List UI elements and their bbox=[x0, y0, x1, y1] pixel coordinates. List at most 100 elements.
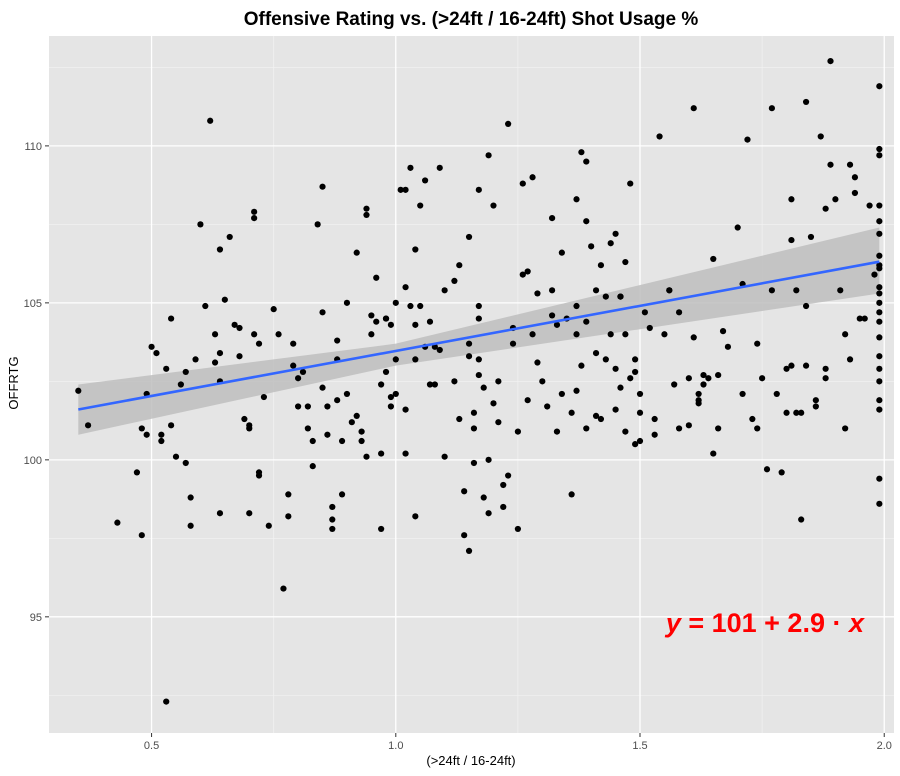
data-point bbox=[622, 258, 629, 266]
data-point bbox=[544, 403, 551, 410]
data-point bbox=[465, 353, 473, 360]
data-point bbox=[876, 262, 883, 269]
data-point bbox=[837, 287, 844, 294]
data-point bbox=[534, 359, 541, 366]
data-point bbox=[876, 475, 883, 482]
data-point bbox=[378, 525, 385, 533]
major-gridlines bbox=[49, 36, 894, 733]
data-point bbox=[627, 180, 634, 187]
data-point bbox=[641, 309, 648, 316]
data-point bbox=[309, 437, 316, 445]
data-point bbox=[392, 299, 399, 306]
data-point bbox=[612, 365, 619, 372]
data-point bbox=[876, 318, 883, 325]
data-point bbox=[548, 312, 556, 319]
data-point bbox=[583, 425, 590, 432]
data-point bbox=[216, 350, 224, 357]
data-point bbox=[754, 425, 761, 432]
data-point bbox=[675, 309, 683, 316]
data-point bbox=[75, 387, 82, 394]
data-point bbox=[133, 469, 141, 476]
x-tick-label: 0.5 bbox=[144, 740, 159, 752]
data-point bbox=[251, 214, 258, 222]
data-point bbox=[705, 375, 712, 382]
data-point bbox=[553, 321, 561, 328]
data-point bbox=[695, 390, 702, 398]
regression-equation: y = 101 + 2.9 · x bbox=[664, 608, 865, 638]
data-point bbox=[353, 412, 360, 419]
data-point bbox=[285, 491, 292, 498]
data-point bbox=[456, 415, 463, 423]
data-point bbox=[514, 525, 522, 533]
data-point bbox=[573, 196, 580, 203]
data-point bbox=[158, 431, 165, 438]
data-point bbox=[373, 318, 380, 325]
data-point bbox=[636, 390, 644, 398]
data-point bbox=[802, 302, 810, 310]
data-point bbox=[802, 362, 810, 369]
data-point bbox=[715, 371, 722, 379]
data-point bbox=[319, 384, 326, 391]
data-point bbox=[368, 312, 375, 319]
data-point bbox=[597, 262, 605, 269]
data-point bbox=[602, 293, 609, 300]
y-axis-ticks: 95 100 105 110 bbox=[24, 141, 49, 624]
data-point bbox=[153, 350, 160, 357]
data-point bbox=[368, 331, 375, 338]
data-point bbox=[441, 453, 448, 460]
data-point bbox=[84, 422, 92, 429]
data-point bbox=[490, 400, 497, 407]
data-point bbox=[480, 494, 487, 501]
data-point bbox=[343, 390, 351, 398]
data-point bbox=[431, 381, 438, 388]
data-point bbox=[192, 356, 199, 363]
data-point bbox=[387, 403, 395, 410]
data-point bbox=[334, 397, 341, 404]
data-point bbox=[412, 513, 419, 520]
data-point bbox=[876, 202, 883, 209]
data-point bbox=[338, 437, 346, 445]
data-point bbox=[114, 519, 121, 526]
data-point bbox=[168, 315, 175, 322]
data-point bbox=[309, 463, 316, 470]
data-point bbox=[636, 437, 644, 445]
data-point bbox=[646, 324, 653, 332]
data-point bbox=[172, 453, 180, 460]
data-point bbox=[407, 302, 414, 310]
data-point bbox=[343, 299, 351, 306]
data-point bbox=[319, 309, 326, 316]
data-point bbox=[138, 425, 145, 432]
data-point bbox=[378, 450, 385, 457]
data-point bbox=[807, 233, 815, 241]
data-point bbox=[876, 230, 883, 237]
data-point bbox=[588, 243, 595, 250]
data-point bbox=[548, 214, 556, 222]
data-point bbox=[392, 390, 399, 398]
data-point bbox=[822, 205, 829, 212]
data-point bbox=[876, 152, 883, 159]
data-point bbox=[783, 409, 790, 416]
data-point bbox=[509, 340, 517, 347]
data-point bbox=[143, 431, 150, 438]
data-point bbox=[788, 196, 795, 203]
data-point bbox=[749, 415, 756, 423]
data-point bbox=[592, 412, 600, 419]
data-point bbox=[187, 494, 194, 501]
data-point bbox=[632, 368, 639, 376]
data-point bbox=[207, 117, 214, 124]
equation-body: = 101 + 2.9 · bbox=[681, 608, 849, 638]
data-point bbox=[470, 409, 478, 416]
data-point bbox=[226, 233, 233, 241]
data-point bbox=[514, 428, 522, 435]
data-point bbox=[358, 437, 365, 445]
data-point bbox=[329, 503, 336, 511]
data-point bbox=[788, 362, 795, 369]
data-point bbox=[358, 428, 365, 435]
data-point bbox=[763, 466, 771, 473]
data-point bbox=[255, 340, 263, 347]
data-point bbox=[846, 356, 854, 363]
data-point bbox=[617, 293, 624, 300]
data-point bbox=[578, 149, 585, 156]
data-point bbox=[163, 698, 170, 705]
y-axis-title: OFFRTG bbox=[6, 356, 21, 409]
